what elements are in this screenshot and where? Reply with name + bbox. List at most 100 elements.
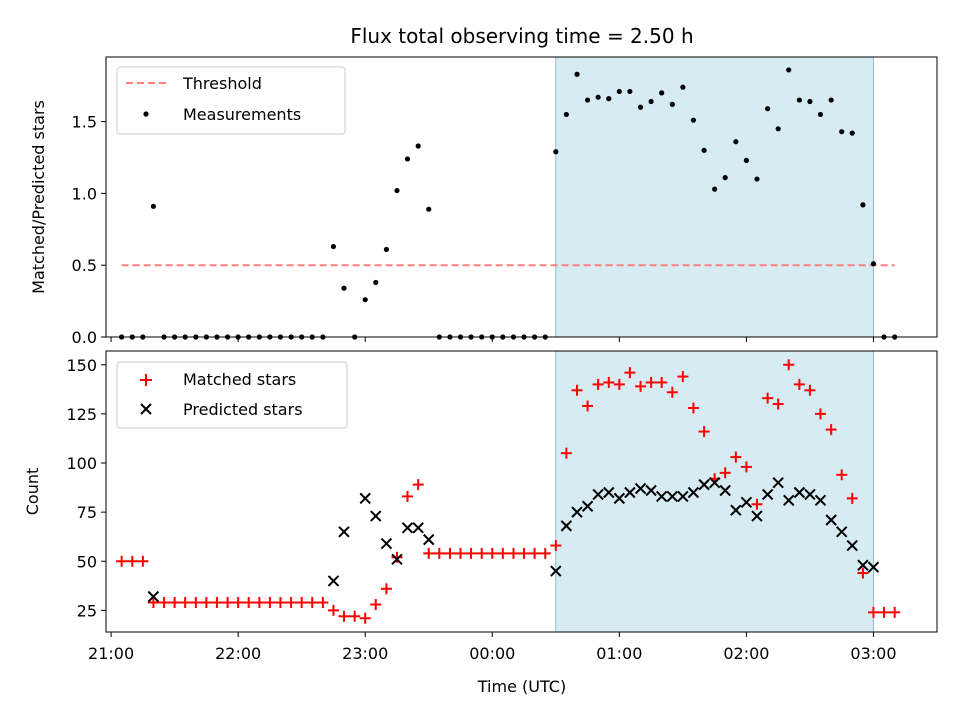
y-tick-label: 150 [66, 356, 97, 375]
measurement-point [690, 117, 697, 123]
predicted-star-point [634, 482, 647, 495]
x-tick-label: 22:00 [215, 644, 261, 663]
predicted-star-point [645, 484, 657, 497]
x-tick-label: 03:00 [850, 644, 896, 663]
legend-measurements-label: Measurements [183, 105, 301, 124]
predicted-star-point [666, 490, 679, 503]
x-tick-label: 02:00 [723, 644, 769, 663]
matched-star-point [349, 610, 361, 622]
predicted-star-point [740, 496, 753, 509]
measurement-point [817, 111, 824, 118]
predicted-star-point [370, 510, 382, 522]
matched-star-point [169, 597, 181, 609]
legend-threshold-label: Threshold [182, 74, 262, 93]
x-tick-label: 01:00 [596, 644, 642, 663]
matched-star-point [507, 547, 519, 559]
chart-title: Flux total observing time = 2.50 h [350, 24, 693, 48]
matched-star-point [327, 604, 339, 616]
matched-star-point [677, 371, 689, 383]
matched-star-point [783, 359, 795, 371]
matched-star-point [317, 597, 329, 609]
predicted-star-point [581, 500, 594, 512]
predicted-star-point [846, 539, 858, 552]
matched-star-point [338, 610, 350, 622]
matched-star-point [751, 498, 763, 510]
matched-star-point [550, 540, 562, 552]
matched-star-point [179, 597, 191, 609]
x-axis-label: Time (UTC) [477, 677, 566, 696]
matched-stars-points [116, 359, 901, 624]
matched-star-point [444, 547, 456, 559]
x-tick-label: 21:00 [88, 644, 134, 663]
matched-star-point [200, 597, 212, 609]
matched-star-point [126, 555, 138, 567]
matched-star-point [846, 492, 858, 504]
top-plot-frame [105, 56, 938, 338]
predicted-star-point [751, 510, 763, 522]
measurement-points [119, 67, 898, 340]
matched-star-point [402, 490, 414, 502]
y-tick-label: 0.0 [72, 328, 97, 347]
measurement-point [373, 279, 379, 286]
matched-star-point [857, 567, 869, 579]
matched-star-point [476, 547, 488, 559]
top-y-axis-label: Matched/Predicted stars [29, 100, 48, 294]
matched-star-point [264, 597, 276, 609]
predicted-star-point [804, 488, 816, 501]
measurement-point [394, 187, 400, 194]
measurement-point [659, 90, 665, 96]
predicted-star-point [772, 476, 784, 489]
matched-star-point [359, 612, 371, 624]
predicted-stars-points [147, 476, 880, 603]
legend-matched-swatch [140, 374, 152, 386]
matched-star-point [889, 606, 901, 618]
x-tick-label: 23:00 [342, 644, 388, 663]
measurement-point [669, 101, 675, 107]
bottom-x-ticks: 21:00 22:00 23:00 00:00 01:00 02:00 03:00 [88, 632, 897, 663]
matched-star-point [497, 547, 509, 559]
matched-star-point [825, 424, 837, 436]
measurement-point [733, 139, 739, 145]
measurement-point [796, 97, 802, 103]
measurement-point [616, 88, 622, 95]
matched-star-point [158, 597, 170, 609]
matched-star-point [486, 547, 498, 559]
measurement-point [637, 104, 644, 110]
matched-star-point [656, 376, 668, 388]
matched-star-point [296, 597, 308, 609]
measurement-point [341, 285, 347, 291]
predicted-star-point [835, 526, 848, 538]
predicted-star-point [592, 488, 604, 501]
matched-star-point [740, 461, 752, 473]
legend-matched-label: Matched stars [183, 370, 296, 389]
predicted-star-point [423, 533, 435, 546]
matched-star-point [666, 386, 678, 398]
measurement-point [415, 143, 421, 149]
legend-predicted-swatch [140, 403, 152, 415]
matched-star-point [243, 597, 255, 609]
measurement-point [722, 175, 728, 181]
matched-star-point [147, 597, 159, 609]
measurement-point [870, 261, 877, 267]
matched-star-point [867, 606, 879, 618]
bottom-plot-frame [105, 350, 938, 633]
predicted-star-point [412, 522, 424, 534]
measurement-point [765, 106, 771, 112]
measurement-point [680, 84, 686, 90]
matched-star-point [137, 555, 149, 567]
measurement-point [362, 297, 368, 303]
predicted-star-point [719, 484, 731, 497]
predicted-star-point [825, 514, 837, 526]
predicted-star-point [571, 506, 583, 518]
matched-star-point [285, 597, 297, 609]
matched-star-point [635, 380, 647, 392]
predicted-star-point [687, 486, 700, 499]
predicted-star-point [380, 537, 393, 550]
matched-star-point [793, 378, 805, 390]
matched-star-point [306, 597, 318, 609]
predicted-star-point [814, 494, 827, 507]
measurement-point [595, 94, 601, 100]
bottom-y-ticks: 25 50 75 100 125 150 [66, 356, 106, 620]
measurement-point [330, 243, 337, 250]
matched-star-point [529, 547, 541, 559]
